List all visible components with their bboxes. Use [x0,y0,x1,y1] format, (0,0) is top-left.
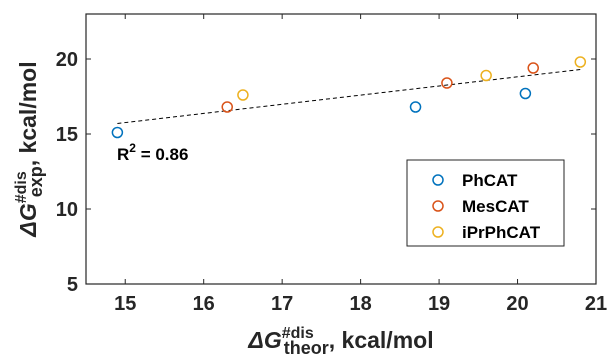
point-phcat [111,126,124,139]
legend-label-phcat: PhCAT [462,171,518,190]
point-iprphcat [237,89,249,101]
point-iprphcat [480,69,492,82]
point-phcat [409,101,422,113]
x-tick-label: 16 [193,293,215,315]
x-tick-label: 17 [271,293,293,315]
point-mescat [527,62,539,74]
x-tick-label: 15 [114,293,136,315]
legend-marker-iprphcat [432,226,444,238]
y-axis-label: ΔG#disexp, kcal/mol [13,61,46,237]
legend-label-iprphcat: iPrPhCAT [462,223,541,242]
x-tick-label: 20 [506,293,528,315]
r-squared-annotation: R2 = 0.86 [117,141,188,164]
point-iprphcat [574,56,587,68]
y-tick-label: 15 [56,124,78,146]
point-mescat [221,101,233,113]
legend-label-mescat: MesCAT [462,197,529,216]
legend-marker-phcat [432,174,444,186]
x-tick-label: 19 [428,293,450,315]
point-phcat [519,87,532,100]
legend: PhCAT MesCAT iPrPhCAT [406,159,565,247]
fit-line-layer [117,69,581,124]
x-tick-label: 18 [349,293,371,315]
x-axis-label: ΔG#dis theor, kcal/mol [247,325,433,358]
axis-ticks: 15 16 17 18 19 20 21 5 10 15 20 [56,14,607,315]
x-tick-label: 21 [585,293,607,315]
fit-line [117,69,581,124]
point-mescat [441,77,453,89]
data-points [111,56,587,139]
y-tick-label: 10 [56,199,78,221]
legend-marker-mescat [432,200,444,212]
y-tick-label: 5 [67,274,78,296]
y-tick-label: 20 [56,49,78,71]
